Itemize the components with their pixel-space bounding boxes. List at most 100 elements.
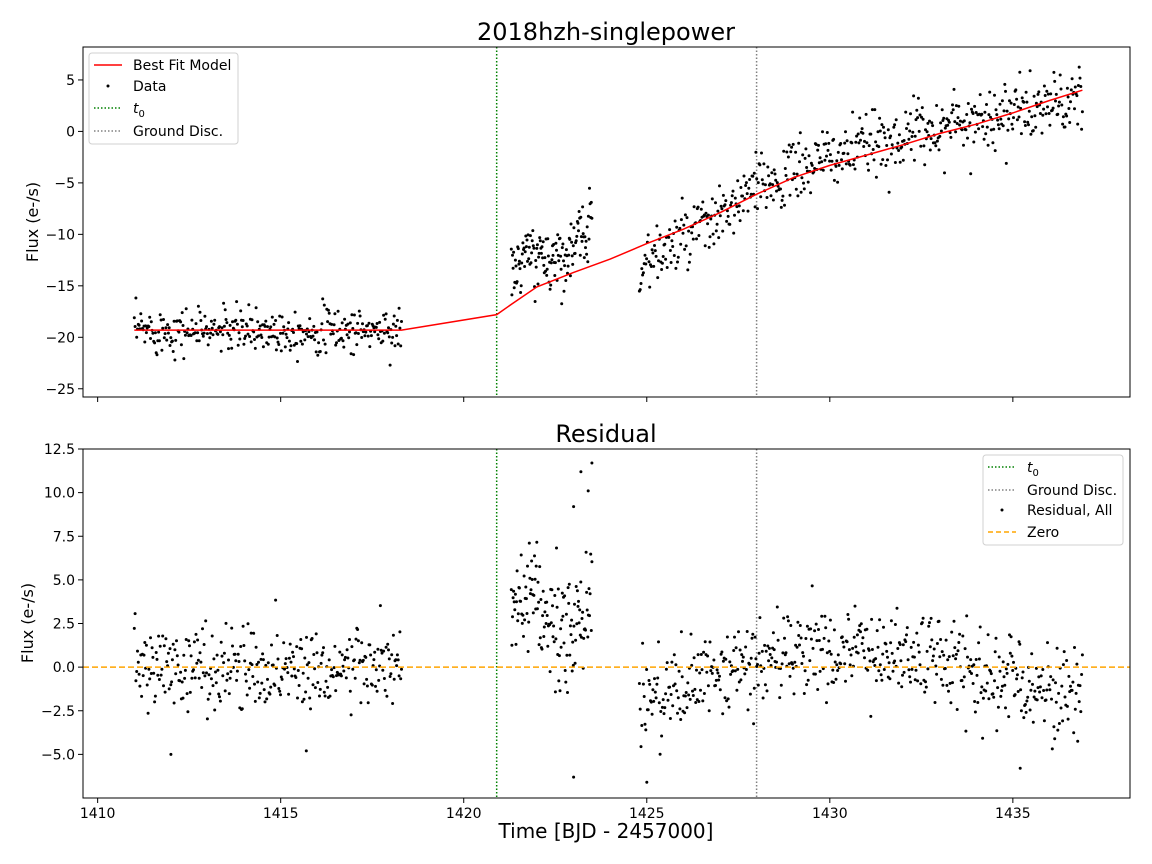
residual-point [1006, 662, 1010, 666]
residual-point [559, 627, 563, 631]
data-point [391, 335, 395, 339]
residual-point [761, 696, 765, 700]
residual-point [885, 649, 889, 653]
data-point [582, 256, 586, 260]
residual-point [169, 752, 173, 756]
residual-point [702, 650, 706, 654]
top-axes-frame [82, 46, 1131, 398]
data-point [193, 331, 197, 335]
data-point [739, 186, 743, 189]
data-point [556, 253, 560, 257]
residual-point [396, 658, 400, 662]
data-point [652, 264, 656, 268]
data-point [692, 205, 696, 209]
data-point [324, 351, 328, 355]
residual-point [579, 580, 583, 584]
residual-point [996, 705, 1000, 709]
data-point [339, 336, 343, 340]
residual-point [531, 611, 535, 615]
data-point [970, 107, 973, 111]
data-point [817, 143, 820, 147]
residual-point [848, 663, 852, 667]
residual-point [375, 689, 379, 693]
data-point [774, 178, 778, 182]
data-point [352, 313, 356, 317]
residual-point [309, 707, 312, 711]
residual-point [222, 651, 226, 655]
residual-point [372, 658, 376, 662]
residual-point [358, 658, 362, 662]
residual-point [214, 670, 217, 674]
residual-point [331, 675, 335, 679]
data-point [287, 339, 291, 343]
data-point [953, 120, 957, 124]
data-point [514, 264, 518, 268]
residual-point [842, 645, 846, 649]
residual-point [168, 647, 172, 651]
residual-point [151, 655, 155, 659]
data-point [728, 222, 732, 226]
data-point [775, 181, 779, 185]
residual-point [398, 630, 402, 634]
data-point [266, 342, 270, 346]
data-point [584, 246, 587, 250]
data-point [177, 330, 181, 334]
data-point [758, 163, 762, 167]
residual-point [215, 653, 219, 657]
residual-point [1054, 681, 1057, 685]
residual-point [928, 645, 932, 649]
residual-point [1073, 646, 1076, 649]
data-point [925, 130, 929, 134]
residual-point [572, 505, 576, 509]
data-point [184, 307, 188, 311]
residual-point [200, 686, 204, 689]
residual-point [566, 586, 570, 590]
residual-point [294, 676, 298, 679]
residual-point [588, 614, 591, 618]
data-point [672, 254, 676, 257]
residual-point [1010, 654, 1014, 658]
residual-point [262, 688, 266, 692]
residual-point [182, 653, 186, 657]
data-point [553, 274, 557, 277]
residual-point [868, 659, 872, 663]
data-point [181, 324, 185, 327]
residual-point [1070, 688, 1074, 692]
residual-point [679, 630, 683, 634]
residual-point [374, 684, 377, 688]
residual-point [134, 679, 138, 683]
data-point [984, 132, 988, 136]
residual-point [235, 678, 239, 682]
residual-point [342, 669, 346, 673]
residual-point [809, 637, 813, 641]
data-point [706, 222, 710, 226]
data-point [645, 257, 649, 261]
data-point [334, 343, 338, 347]
data-point [1038, 112, 1042, 115]
residual-point [374, 668, 378, 672]
data-point [275, 336, 279, 340]
residual-point [181, 696, 185, 700]
residual-point [167, 687, 171, 691]
data-point [760, 178, 764, 182]
data-point [358, 314, 362, 318]
data-point [715, 222, 719, 226]
data-point [825, 131, 829, 134]
data-point [973, 130, 977, 134]
residual-point [765, 689, 769, 693]
residual-point [1011, 669, 1015, 672]
residual-point [917, 650, 921, 654]
residual-point [324, 679, 328, 683]
residual-point [813, 672, 817, 676]
residual-point [1020, 676, 1024, 680]
residual-point [217, 692, 221, 696]
data-point [1079, 85, 1083, 88]
data-point [397, 306, 401, 310]
data-point [163, 332, 167, 336]
residual-point [394, 658, 398, 662]
data-point [829, 168, 833, 172]
residual-point [913, 678, 917, 682]
data-point [272, 322, 276, 326]
residual-point [1071, 680, 1075, 684]
data-point [896, 141, 900, 145]
